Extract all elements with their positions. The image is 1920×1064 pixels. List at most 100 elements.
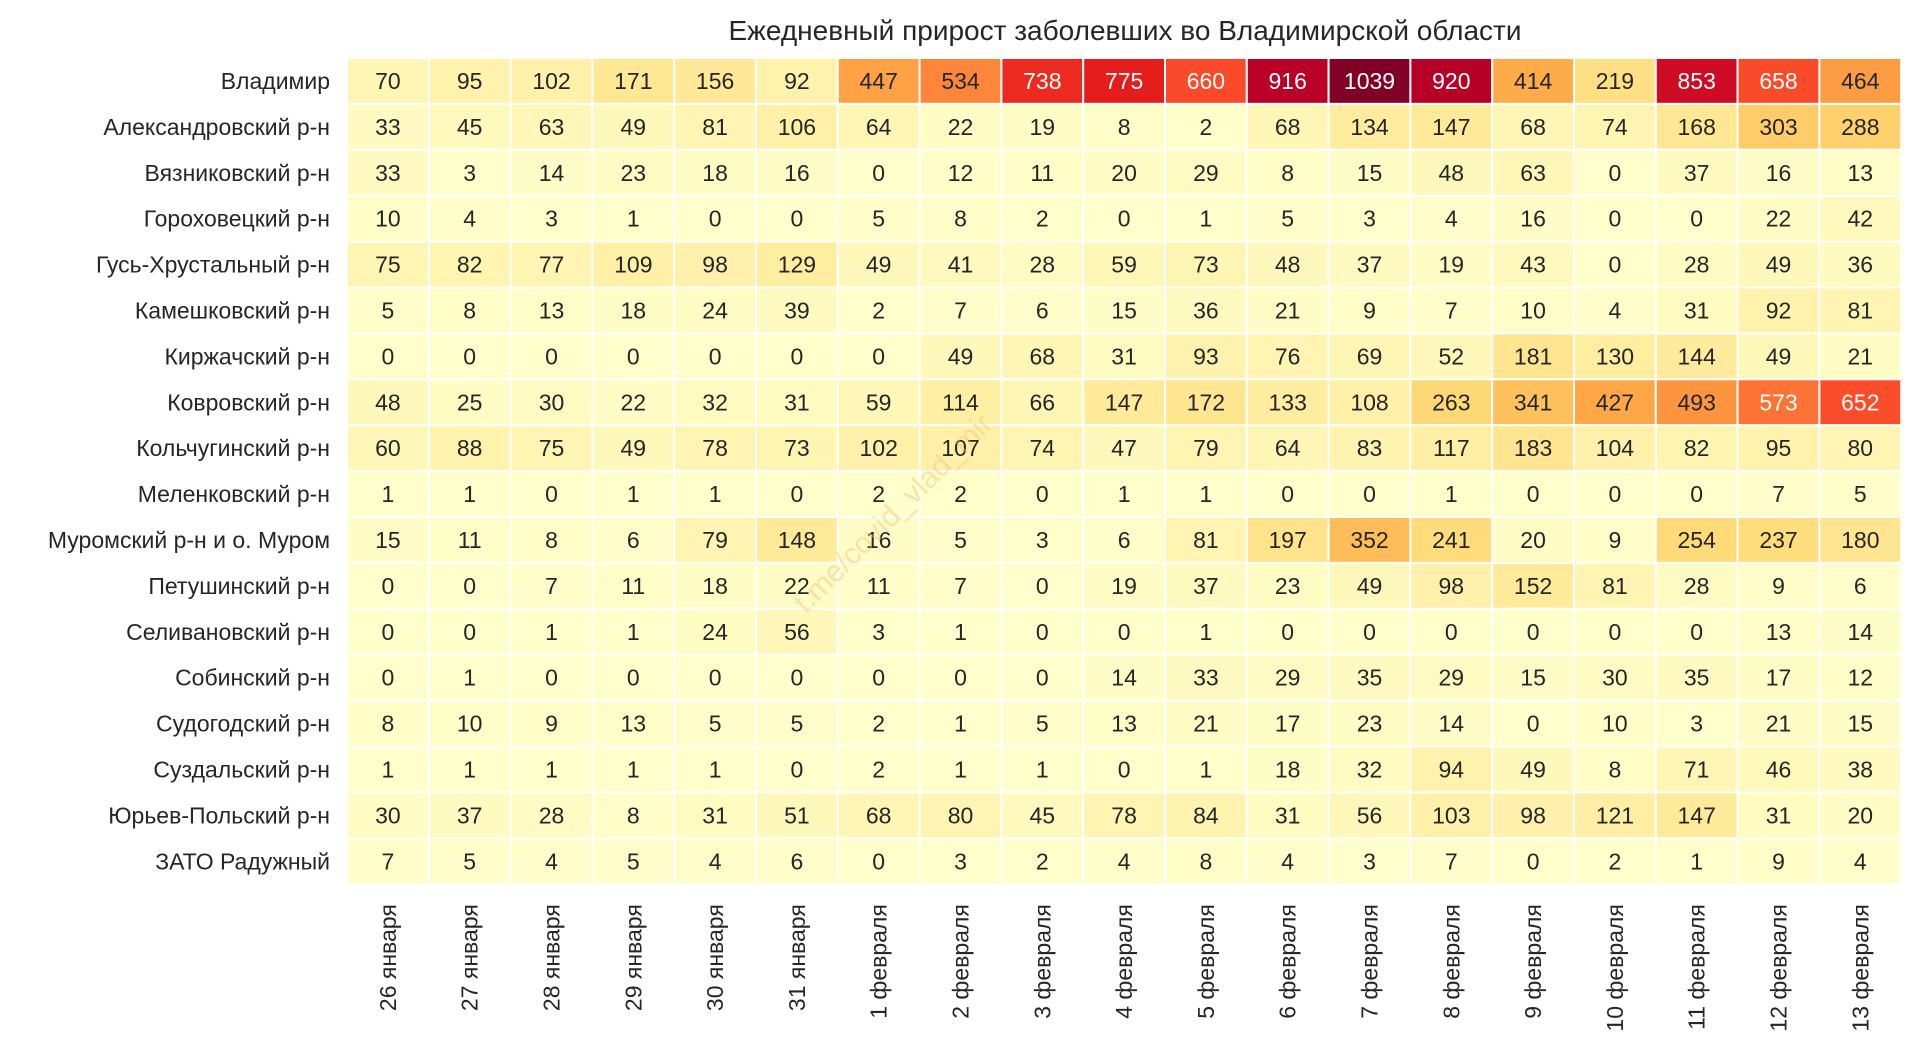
heatmap-cell [673,470,758,519]
cell-value-label: 81 [1848,297,1874,323]
cell-value-label: 0 [1690,206,1703,232]
cell-value-label: 0 [1363,619,1376,645]
heatmap-cell [1409,791,1494,840]
cell-value-label: 13 [539,297,565,323]
heatmap-cell [1736,653,1821,702]
cell-value-label: 464 [1841,68,1880,94]
row-label: Собинский р-н [175,665,330,691]
heatmap-cell [1082,194,1166,243]
cell-value-label: 0 [1118,206,1131,232]
heatmap-cell [1000,653,1085,702]
heatmap-cell [1818,561,1903,610]
cell-value-label: 20 [1848,802,1874,828]
cell-value-label: 93 [1193,343,1219,369]
cell-value-label: 171 [614,68,652,94]
cell-value-label: 28 [1684,573,1710,599]
cell-value-label: 1 [545,619,558,645]
heatmap-cell [1654,837,1739,886]
row-label: Владимир [221,68,330,94]
heatmap-cell [1573,378,1657,427]
cell-value-label: 11 [458,527,482,553]
cell-value-label: 1 [463,481,476,507]
heatmap-cell [1164,240,1248,289]
cell-value-label: 15 [1848,711,1874,737]
heatmap-cell [1164,148,1248,197]
heatmap-cell [1573,699,1657,748]
heatmap-cell [1082,791,1166,840]
column-label: 6 февраля [1275,904,1301,1019]
column-label: 1 февраля [866,904,892,1019]
cell-value-label: 1 [954,711,967,737]
cell-value-label: 493 [1678,389,1716,415]
cell-value-label: 17 [1766,665,1792,691]
cell-value-label: 83 [1357,435,1383,461]
heatmap-cell [1245,194,1330,243]
heatmap-cell [1000,378,1085,427]
cell-value-label: 49 [621,435,647,461]
cell-value-label: 48 [1275,252,1301,278]
heatmap-cell [346,607,430,656]
heatmap-cell [427,837,512,886]
cell-value-label: 3 [954,848,967,874]
cell-value-label: 31 [1766,802,1792,828]
cell-value-label: 21 [1848,343,1874,369]
cell-value-label: 10 [1602,711,1628,737]
cell-value-label: 15 [375,527,401,553]
cell-value-label: 573 [1759,389,1797,415]
cell-value-label: 0 [463,619,476,645]
cell-value-label: 80 [1848,435,1874,461]
cell-value-label: 18 [702,160,728,186]
cell-value-label: 20 [1520,527,1546,553]
cell-value-label: 7 [382,848,395,874]
cell-value-label: 0 [1527,481,1540,507]
heatmap-cell [755,378,839,427]
row-label: Гороховецкий р-н [144,206,330,232]
cell-value-label: 95 [1766,435,1792,461]
heatmap-cell [836,607,921,656]
cell-value-label: 0 [872,343,885,369]
column-label: 13 февраля [1847,904,1873,1031]
heatmap-cell [1654,57,1739,105]
heatmap-cell [1409,424,1494,473]
cell-value-label: 352 [1350,527,1388,553]
cell-value-label: 28 [539,802,565,828]
heatmap-cell [1573,424,1657,473]
column-label: 5 февраля [1193,904,1219,1019]
cell-value-label: 49 [866,252,892,278]
heatmap-cell [427,470,512,519]
cell-value-label: 0 [1281,619,1294,645]
cell-value-label: 18 [621,297,647,323]
cell-value-label: 8 [1609,757,1622,783]
heatmap-cell [1736,745,1821,794]
cell-value-label: 42 [1848,206,1874,232]
cell-value-label: 74 [1602,114,1628,140]
cell-value-label: 32 [702,389,728,415]
cell-value-label: 73 [784,435,810,461]
heatmap-cell [509,745,594,794]
cell-value-label: 156 [696,68,734,94]
cell-value-label: 41 [948,252,974,278]
heatmap-cell [1082,424,1166,473]
heatmap-cell [918,148,1003,197]
cell-value-label: 168 [1678,114,1716,140]
cell-value-label: 109 [614,252,652,278]
heatmap-cell [918,837,1003,886]
heatmap-cell [1573,148,1657,197]
cell-value-label: 1 [545,757,558,783]
heatmap-cell [1573,516,1657,564]
cell-value-label: 652 [1841,389,1879,415]
heatmap-cell [1245,378,1330,427]
heatmap-cell [1654,332,1739,381]
heatmap-cell [509,286,594,335]
cell-value-label: 134 [1350,114,1389,140]
cell-value-label: 1 [463,757,476,783]
cell-value-label: 71 [1684,757,1710,783]
cell-value-label: 0 [545,343,558,369]
cell-value-label: 8 [1281,160,1294,186]
cell-value-label: 37 [457,802,483,828]
heatmap-cell [1818,286,1903,335]
column-label: 11 февраля [1684,904,1710,1030]
heatmap-cell [918,607,1003,656]
row-label: Гусь-Хрустальный р-н [96,252,330,278]
